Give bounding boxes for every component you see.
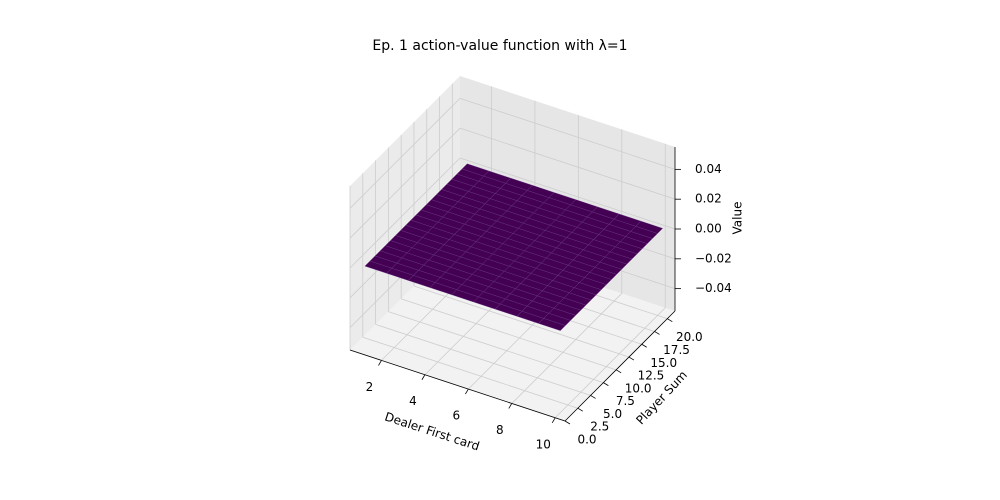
grid-line	[375, 324, 591, 396]
grid-line	[413, 285, 630, 358]
y-tick-label: 10.0	[625, 381, 652, 395]
z-tick-label: −0.04	[695, 281, 732, 295]
x-axis	[349, 349, 566, 422]
x-axis-label: Dealer First card	[383, 410, 481, 454]
grid-line	[554, 307, 666, 419]
y-tick-label: 2.5	[590, 420, 609, 434]
x-tick-label: 6	[453, 409, 461, 423]
tick-mark	[564, 420, 571, 425]
tick-mark	[628, 356, 635, 361]
x-tick-label: 10	[536, 437, 551, 451]
surface-cell	[635, 220, 663, 234]
tick-mark	[615, 369, 622, 374]
y-tick-label: 0.0	[577, 433, 596, 447]
tick-mark	[378, 360, 382, 366]
y-tick-label: 15.0	[650, 356, 677, 370]
chart-title: Ep. 1 action-value function with λ=1	[372, 38, 627, 54]
z-tick-label: 0.00	[695, 222, 722, 236]
grid-line	[349, 157, 461, 269]
z-tick-label: 0.02	[695, 192, 722, 206]
tick-mark	[421, 374, 426, 380]
grid-line	[459, 127, 676, 200]
y-axis	[564, 310, 676, 422]
tick-mark	[603, 382, 609, 386]
z-axis-label: Value	[731, 202, 745, 235]
x-tick-label: 2	[366, 380, 374, 394]
y-tick-label: 5.0	[603, 407, 622, 421]
y-tick-label: 20.0	[676, 330, 703, 344]
x-tick-label: 4	[409, 394, 417, 408]
z-tick-label: 0.04	[695, 162, 722, 176]
tick-mark	[465, 388, 469, 395]
grid-line	[401, 298, 617, 371]
tick-mark	[551, 417, 556, 423]
grid-line	[511, 293, 623, 404]
grid-line	[362, 336, 578, 409]
x-tick-label: 8	[496, 423, 504, 437]
grid-line	[349, 98, 461, 209]
tick-mark	[577, 407, 583, 412]
z-tick-label: −0.02	[695, 251, 732, 265]
y-tick-label: 7.5	[616, 394, 635, 408]
y-tick-label: 17.5	[663, 343, 690, 357]
grid-line	[459, 97, 676, 170]
y-tick-label: 12.5	[638, 369, 665, 383]
tick-mark	[654, 331, 660, 335]
grid-line	[388, 311, 604, 384]
tick-mark	[641, 343, 647, 348]
grid-line	[349, 127, 461, 239]
grid-line	[459, 157, 676, 230]
tick-mark	[508, 403, 513, 409]
tick-mark	[590, 395, 596, 399]
tick-mark	[667, 318, 673, 323]
